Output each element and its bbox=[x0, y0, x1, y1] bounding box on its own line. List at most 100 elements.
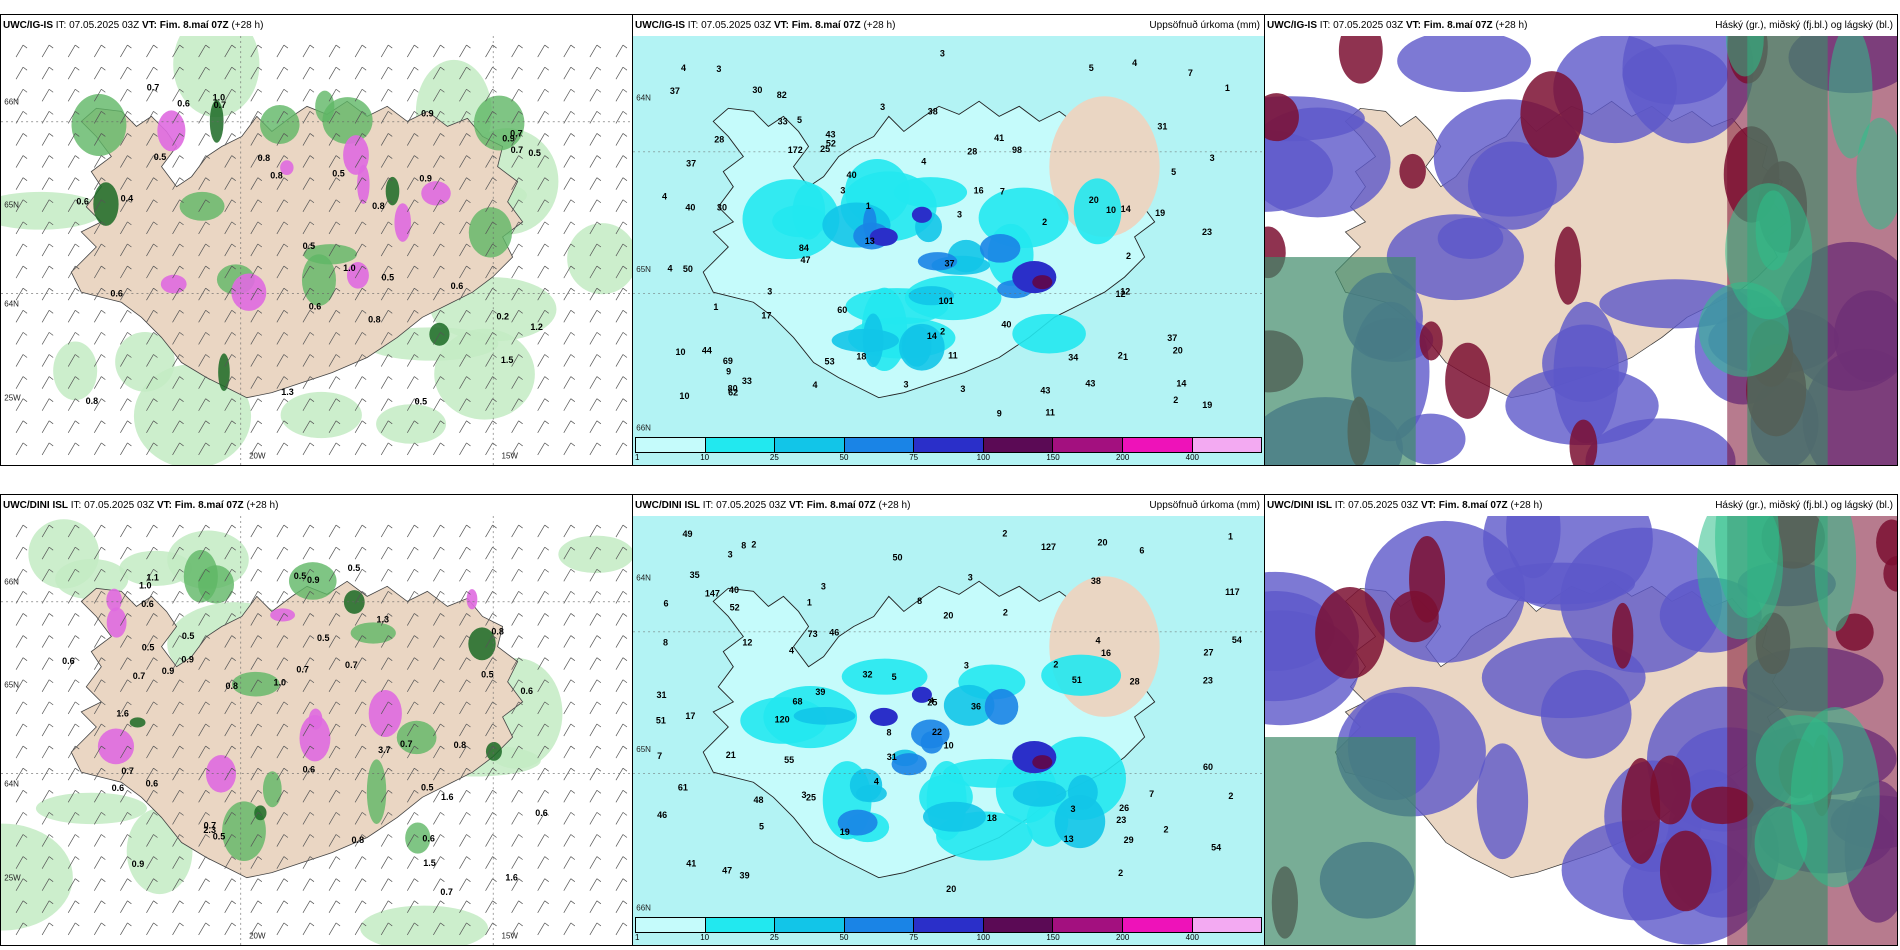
wind-barb bbox=[172, 789, 184, 803]
wind-barb bbox=[276, 524, 289, 538]
wind-barb bbox=[328, 878, 341, 891]
accum-value: 50 bbox=[892, 552, 902, 562]
wind-barb bbox=[146, 332, 158, 345]
colorbar-swatch bbox=[705, 438, 776, 452]
wind-barb bbox=[224, 613, 236, 626]
wind-barb bbox=[406, 834, 419, 847]
wind-barb bbox=[120, 591, 132, 604]
wind-barb bbox=[511, 613, 523, 626]
wind-barb bbox=[354, 812, 367, 825]
wind-barb bbox=[198, 177, 210, 190]
wind-barb bbox=[250, 66, 263, 80]
wind-barb bbox=[67, 88, 80, 102]
accum-value: 2 bbox=[1002, 528, 1007, 538]
wind-barb bbox=[302, 309, 315, 323]
wind-barb bbox=[93, 745, 106, 759]
wind-barb bbox=[120, 524, 132, 538]
wind-barb bbox=[328, 723, 341, 737]
wind-barb bbox=[224, 679, 236, 692]
wind-barb bbox=[589, 812, 602, 825]
wind-barb bbox=[485, 376, 497, 389]
wind-barb bbox=[511, 376, 523, 389]
accum-value: 44 bbox=[702, 345, 712, 355]
wind-barb bbox=[406, 376, 419, 389]
wind-barb bbox=[172, 133, 184, 146]
wind-barb bbox=[302, 568, 315, 582]
wind-barb bbox=[615, 287, 628, 301]
wind-barb bbox=[485, 420, 497, 434]
accum-value: 11 bbox=[1045, 408, 1055, 418]
accum-value: 14 bbox=[1121, 204, 1131, 214]
wind-barb bbox=[146, 613, 158, 626]
wind-barb bbox=[589, 199, 602, 212]
wind-barb bbox=[93, 354, 106, 367]
wind-barb bbox=[93, 133, 106, 146]
accum-value: 3 bbox=[802, 790, 807, 800]
accum-value: 172 bbox=[788, 145, 803, 155]
accum-value: 23 bbox=[1116, 815, 1126, 825]
wind-barb bbox=[41, 332, 54, 345]
wind-barb bbox=[120, 745, 132, 759]
wind-barb bbox=[120, 66, 132, 80]
wind-barb bbox=[15, 767, 28, 781]
wind-barb bbox=[250, 199, 263, 212]
accum-value: 7 bbox=[1149, 789, 1154, 799]
wind-barb bbox=[93, 199, 106, 212]
wind-barb bbox=[276, 442, 289, 456]
precip-value: 0.7 bbox=[214, 100, 227, 110]
wind-barb bbox=[485, 265, 497, 279]
wind-barb bbox=[433, 309, 445, 323]
wind-barb bbox=[406, 243, 419, 257]
precip-value: 0.8 bbox=[352, 835, 365, 845]
wind-barb bbox=[406, 679, 419, 692]
wind-barb bbox=[459, 155, 471, 168]
wind-barb bbox=[433, 155, 445, 168]
valid-time-label: VT: bbox=[141, 20, 157, 31]
wind-barb bbox=[615, 900, 628, 914]
wind-barb bbox=[589, 221, 602, 235]
precip-value: 1.3 bbox=[377, 614, 390, 624]
wind-barb bbox=[93, 265, 106, 279]
wind-barb bbox=[172, 177, 184, 190]
wind-barb bbox=[67, 111, 80, 124]
wind-barb bbox=[328, 243, 341, 257]
wind-barb bbox=[250, 767, 263, 781]
accum-value: 7 bbox=[1000, 187, 1005, 197]
wind-barb bbox=[120, 354, 132, 367]
wind-barb bbox=[459, 199, 471, 212]
accum-value: 19 bbox=[1202, 400, 1212, 410]
init-time: IT: 07.05.2025 03Z bbox=[55, 20, 140, 31]
wind-barb bbox=[485, 568, 497, 582]
wind-barb bbox=[276, 265, 289, 279]
wind-barb bbox=[589, 767, 602, 781]
wind-barb bbox=[276, 789, 289, 803]
wind-barb bbox=[380, 111, 393, 124]
wind-barb bbox=[328, 309, 341, 323]
accum-value: 13 bbox=[1064, 834, 1074, 844]
wind-barb bbox=[537, 398, 549, 411]
wind-barb bbox=[41, 155, 54, 168]
wind-barb bbox=[354, 287, 367, 301]
wind-barb bbox=[250, 856, 263, 869]
wind-barb bbox=[537, 243, 549, 257]
wind-barb bbox=[172, 657, 184, 670]
wind-barb bbox=[433, 265, 445, 279]
wind-barb bbox=[250, 657, 263, 670]
wind-barb bbox=[15, 332, 28, 345]
precip-value: 0.8 bbox=[225, 681, 238, 691]
wind-barb bbox=[511, 745, 523, 759]
wind-barb bbox=[589, 745, 602, 759]
map-svg: 20W 15W25W64N65N66N0.80.70.50.90.70.60.50… bbox=[1, 36, 632, 465]
accum-value: 4 bbox=[1132, 58, 1137, 68]
accum-value: 4 bbox=[681, 63, 686, 73]
wind-barb bbox=[41, 856, 54, 869]
wind-barb bbox=[198, 767, 210, 781]
panel-dini-accum: UWC/DINI ISL IT: 07.05.2025 03Z VT: Fim.… bbox=[632, 494, 1265, 946]
colorbar-swatch bbox=[636, 438, 706, 452]
wind-barb bbox=[198, 922, 210, 936]
precip-value: 1.5 bbox=[501, 355, 514, 365]
wind-barb bbox=[615, 701, 628, 715]
wind-barb bbox=[302, 155, 315, 168]
accum-value: 54 bbox=[1232, 635, 1242, 645]
precip-value: 0.6 bbox=[422, 833, 435, 843]
